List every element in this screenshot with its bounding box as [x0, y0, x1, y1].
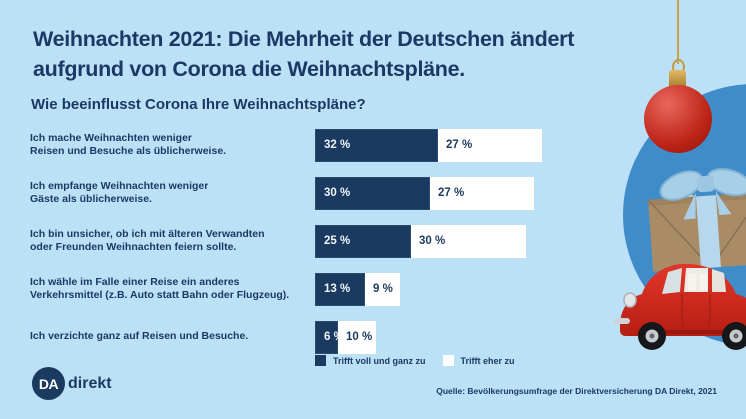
legend-item-trifft-voll: Trifft voll und ganz zu: [315, 355, 426, 366]
bar-segment-trifft-voll-und-ganz-zu: 13 %: [315, 272, 365, 306]
page-title: Weihnachten 2021: Die Mehrheit der Deuts…: [33, 27, 575, 81]
bar-group: 6 % 10 %: [315, 320, 376, 354]
logo-circle: DA: [32, 367, 65, 400]
bar-segment-trifft-eher-zu: 10 %: [338, 320, 376, 354]
bar-group: 25 % 30 %: [315, 224, 526, 258]
chart-legend: Trifft voll und ganz zu Trifft eher zu: [315, 355, 532, 366]
ornament-cap: [669, 70, 686, 87]
bar-value-label: 9 %: [373, 283, 393, 295]
legend-swatch-dark: [315, 355, 326, 366]
category-label: Ich bin unsicher, ob ich mit älteren Ver…: [30, 227, 265, 254]
bar-value-label: 13 %: [324, 283, 351, 295]
chart-row: Ich empfange Weihnachten weniger Gäste a…: [30, 169, 640, 217]
legend-swatch-light: [442, 355, 454, 366]
bar-value-label: 27 %: [438, 187, 465, 199]
chart-row: Ich bin unsicher, ob ich mit älteren Ver…: [30, 217, 640, 265]
chart-row: Ich wähle im Falle einer Reise ein ander…: [30, 265, 640, 313]
chart-row: Ich verzichte ganz auf Reisen und Besuch…: [30, 313, 640, 361]
bar-segment-trifft-voll-und-ganz-zu: 6 %: [315, 320, 344, 354]
bar-segment-trifft-eher-zu: 30 %: [411, 224, 526, 258]
category-label: Ich wähle im Falle einer Reise ein ander…: [30, 275, 290, 302]
legend-item-trifft-eher: Trifft eher zu: [442, 355, 515, 366]
bar-value-label: 32 %: [324, 139, 351, 151]
logo-wordmark: direkt: [68, 374, 112, 392]
category-label: Ich mache Weihnachten weniger Reisen und…: [30, 131, 227, 158]
bar-segment-trifft-voll-und-ganz-zu: 30 %: [315, 176, 430, 210]
bar-segment-trifft-eher-zu: 27 %: [438, 128, 542, 162]
chart-question: Wie beeinflusst Corona Ihre Weihnachtspl…: [31, 96, 366, 113]
christmas-ball-icon: [644, 85, 712, 153]
bar-segment-trifft-voll-und-ganz-zu: 25 %: [315, 224, 411, 258]
chart-row: Ich mache Weihnachten weniger Reisen und…: [30, 121, 640, 169]
bar-value-label: 30 %: [419, 235, 446, 247]
category-label: Ich verzichte ganz auf Reisen und Besuch…: [30, 330, 249, 343]
bar-group: 13 % 9 %: [315, 272, 400, 306]
da-direkt-logo: DA direkt: [32, 367, 112, 400]
bar-value-label: 25 %: [324, 235, 351, 247]
legend-label: Trifft voll und ganz zu: [333, 355, 426, 366]
bar-value-label: 10 %: [346, 331, 373, 343]
source-note: Quelle: Bevölkerungsumfrage der Direktve…: [436, 386, 717, 396]
legend-label: Trifft eher zu: [460, 355, 515, 366]
bar-group: 30 % 27 %: [315, 176, 534, 210]
bar-value-label: 27 %: [446, 139, 473, 151]
bar-segment-trifft-eher-zu: 27 %: [430, 176, 534, 210]
gift-box-icon: [647, 168, 746, 279]
red-beetle-car-icon: [614, 263, 746, 350]
bar-chart: Ich mache Weihnachten weniger Reisen und…: [30, 121, 640, 361]
bar-group: 32 % 27 %: [315, 128, 542, 162]
category-label: Ich empfange Weihnachten weniger Gäste a…: [30, 179, 209, 206]
bar-value-label: 30 %: [324, 187, 351, 199]
ornament-string: [677, 0, 679, 64]
bar-segment-trifft-voll-und-ganz-zu: 32 %: [315, 128, 438, 162]
bar-segment-trifft-eher-zu: 9 %: [365, 272, 400, 306]
